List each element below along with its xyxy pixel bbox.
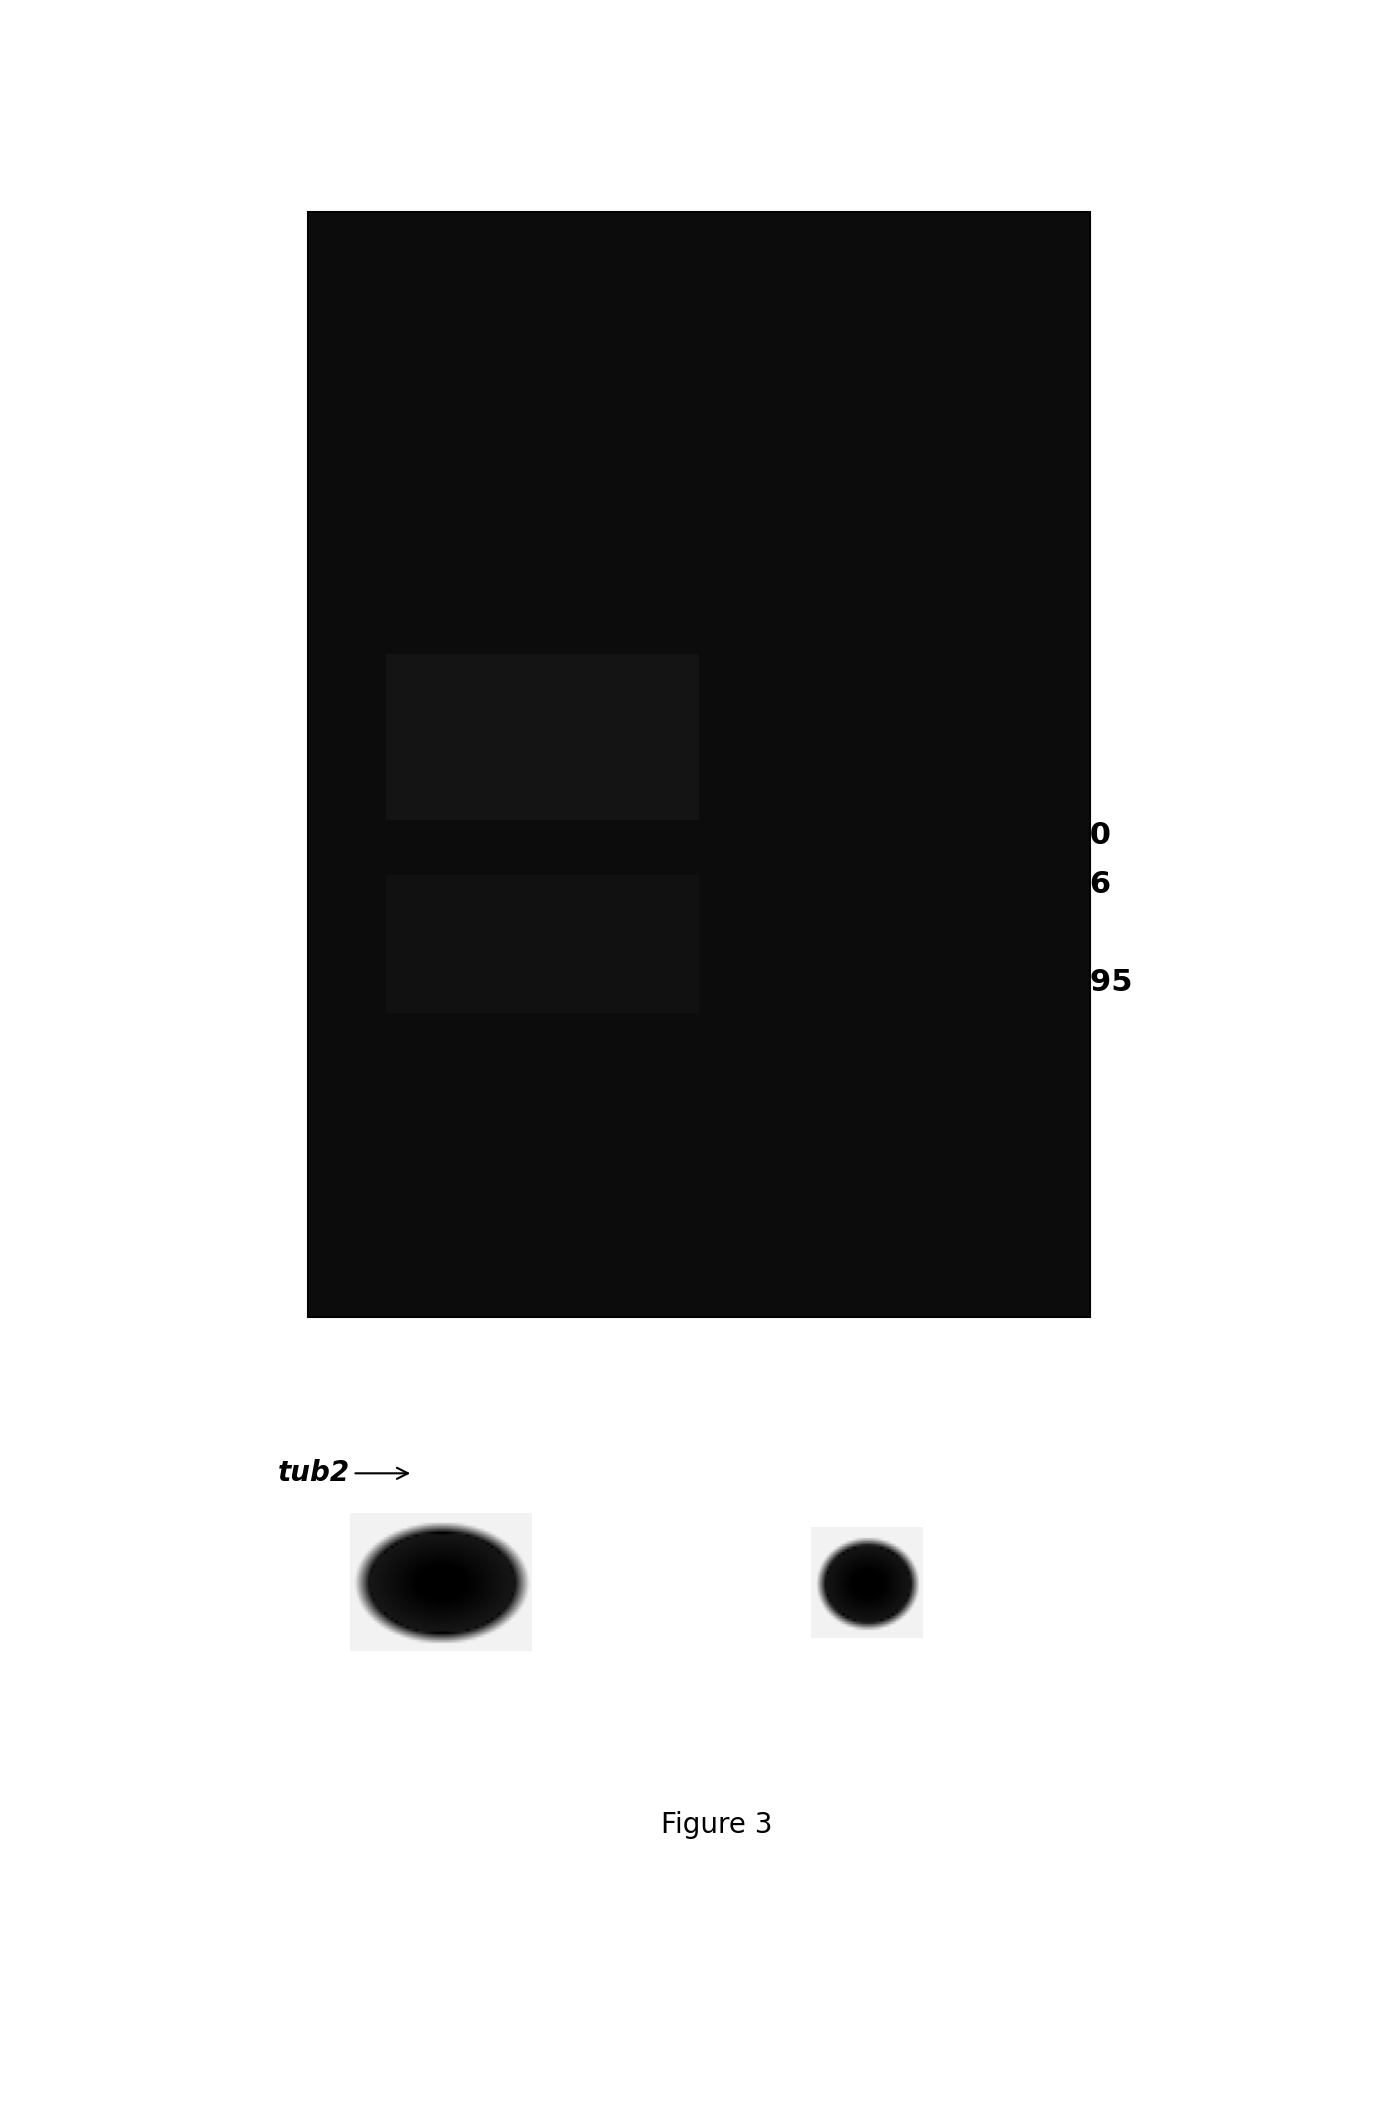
Text: lolA: lolA: [316, 969, 408, 996]
Text: tub2: tub2: [278, 1459, 408, 1487]
Text: lolC: lolC: [316, 822, 408, 850]
Text: Figure 3: Figure 3: [661, 1812, 772, 1839]
Text: 0.95: 0.95: [1058, 969, 1134, 996]
Text: +: +: [559, 342, 591, 380]
Text: 1.6: 1.6: [1058, 871, 1111, 898]
Text: −: −: [842, 342, 874, 380]
Text: 2.0: 2.0: [1058, 822, 1111, 850]
